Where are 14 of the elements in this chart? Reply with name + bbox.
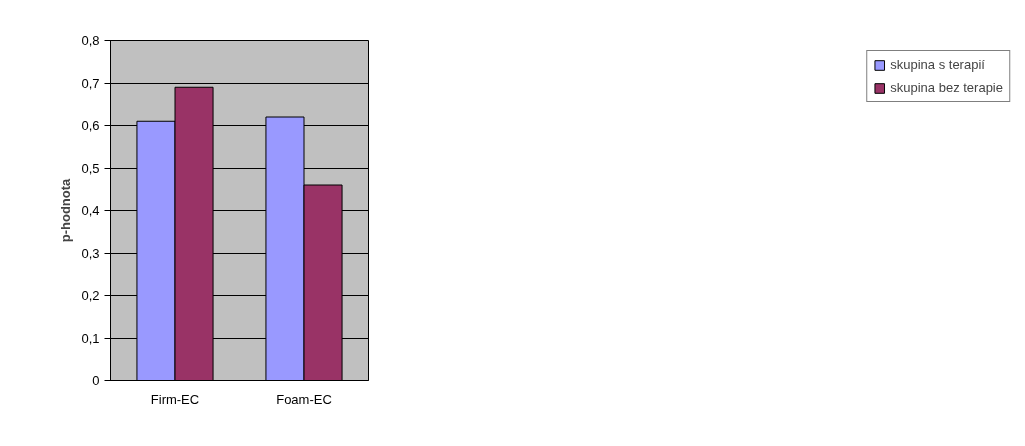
legend-label: skupina bez terapie bbox=[890, 80, 1003, 95]
x-tick-label: Firm-EC bbox=[150, 391, 200, 407]
y-tick-label: 0,5 bbox=[81, 160, 100, 176]
y-tick-label: 0,4 bbox=[81, 203, 100, 218]
y-tick-label: 0,2 bbox=[81, 288, 100, 303]
y-axis-title: p-hodnota bbox=[58, 177, 74, 243]
y-tick-label: 0,3 bbox=[81, 245, 100, 261]
y-tick-label: 0,1 bbox=[81, 330, 100, 346]
y-tick-label: 0,7 bbox=[81, 75, 100, 91]
y-tick-label: 0,8 bbox=[81, 33, 100, 48]
y-tick-label: 0,6 bbox=[81, 118, 100, 133]
y-tick-label: 0 bbox=[92, 373, 100, 388]
x-tick-label: Foam-EC bbox=[276, 391, 332, 407]
legend-label: skupina s terapií bbox=[890, 57, 985, 72]
